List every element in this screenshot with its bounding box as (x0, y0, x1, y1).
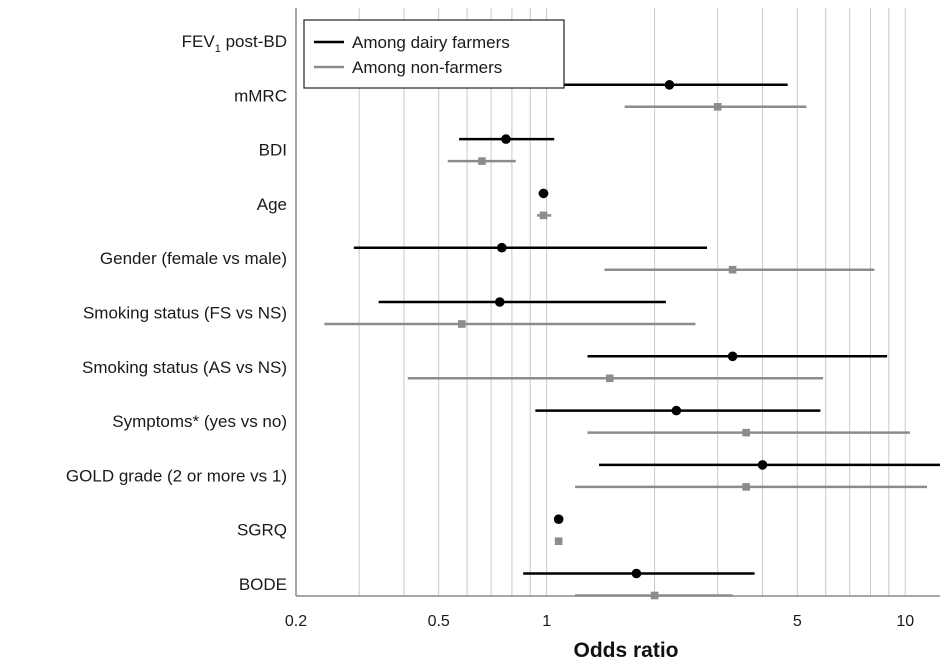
point-estimate (553, 514, 564, 524)
point-estimate (742, 428, 750, 437)
point-estimate (494, 297, 505, 307)
legend-label-dairy-farmers: Among dairy farmers (352, 33, 510, 52)
x-tick-label: 1 (542, 613, 551, 630)
category-label: BODE (239, 575, 287, 594)
point-estimate (631, 568, 642, 579)
point-estimate (671, 405, 682, 416)
point-estimate (458, 320, 466, 328)
legend: Among dairy farmers Among non-farmers (303, 19, 565, 89)
point-estimate (501, 134, 511, 144)
point-estimate (497, 242, 507, 253)
point-estimate (742, 483, 750, 491)
x-tick-label: 10 (896, 613, 914, 630)
point-estimate (728, 265, 737, 274)
point-estimate (664, 80, 675, 90)
category-label: SGRQ (237, 521, 287, 540)
x-tick-label: 0.5 (428, 613, 450, 630)
point-estimate (605, 374, 614, 383)
point-estimate (539, 211, 548, 220)
point-estimate (757, 460, 768, 470)
x-tick-label: 0.2 (285, 613, 307, 630)
category-label-text: FEV (182, 32, 216, 51)
point-estimate (478, 157, 486, 165)
point-estimate (554, 537, 563, 545)
category-label: mMRC (234, 86, 287, 105)
category-label-suffix: post-BD (221, 32, 287, 51)
point-estimate (538, 188, 549, 199)
point-estimate (650, 591, 659, 600)
series-marks (324, 25, 940, 600)
x-axis: 0.2 0.5 1 5 10 (285, 8, 940, 630)
point-estimate (713, 103, 722, 111)
category-label: Smoking status (AS vs NS) (82, 358, 287, 377)
category-label: Gender (female vs male) (100, 249, 287, 268)
category-label: FEV1 post-BD (182, 32, 287, 55)
category-labels: FEV1 post-BD mMRC BDI Age Gender (female vs … (66, 32, 287, 594)
legend-label-non-farmers: Among non-farmers (352, 58, 502, 77)
legend-box (303, 19, 565, 89)
category-label: Smoking status (FS vs NS) (83, 304, 287, 323)
category-label: Age (257, 195, 287, 214)
category-label: Symptoms* (yes vs no) (112, 412, 287, 431)
x-tick-label: 5 (793, 613, 802, 630)
x-axis-title: Odds ratio (573, 639, 678, 662)
category-label-subscript: 1 (215, 43, 221, 55)
category-label: GOLD grade (2 or more vs 1) (66, 466, 287, 485)
category-label: BDI (259, 141, 287, 160)
point-estimate (727, 351, 738, 362)
